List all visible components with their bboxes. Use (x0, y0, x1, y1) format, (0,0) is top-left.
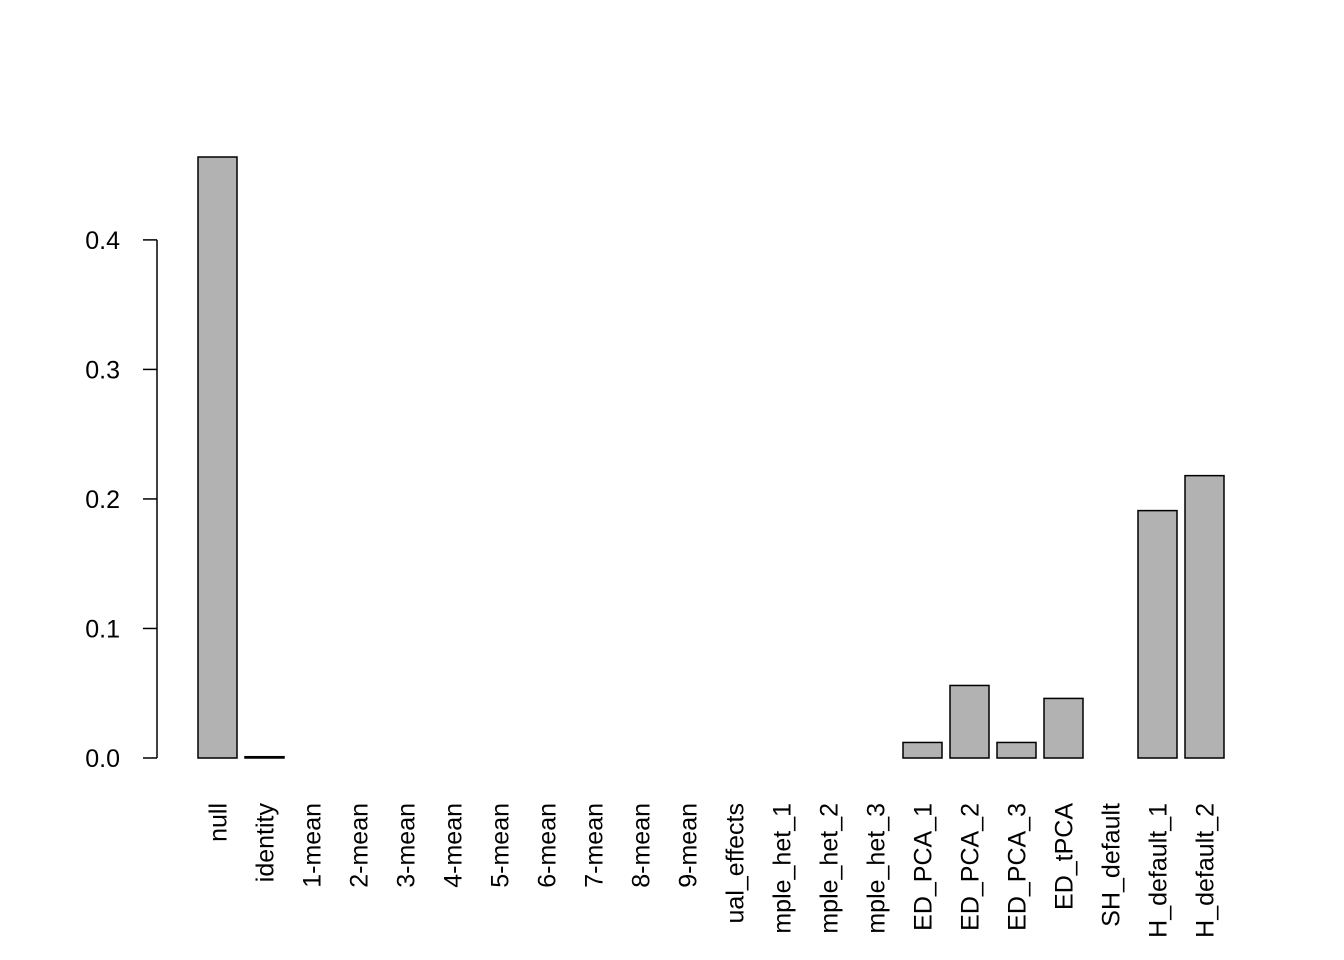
x-tick-label: 1-mean (299, 803, 327, 888)
x-tick-label: ED_PCA_2 (957, 803, 985, 931)
x-tick-label: ED_PCA_1 (910, 803, 938, 931)
y-tick-label: 0.1 (85, 615, 120, 643)
x-tick-label: 5-mean (487, 803, 515, 888)
x-tick-label: H_default_1 (1145, 803, 1173, 938)
x-tick-label: mple_het_1 (769, 803, 797, 934)
x-tick-label: 9-mean (675, 803, 703, 888)
bar (1184, 474, 1225, 759)
x-tick-label: null (205, 803, 233, 842)
x-tick-label: SH_default (1098, 803, 1126, 927)
x-tick-label: 8-mean (628, 803, 656, 888)
bar (197, 156, 238, 759)
x-tick-label: ual_effects (722, 803, 750, 923)
bar (949, 684, 990, 759)
x-tick-label: 4-mean (440, 803, 468, 888)
x-tick-label: 6-mean (534, 803, 562, 888)
x-tick-label: 3-mean (393, 803, 421, 888)
bar (1043, 697, 1084, 759)
x-tick-label: identity (252, 803, 280, 883)
x-tick-label: 7-mean (581, 803, 609, 888)
x-tick-label: 2-mean (346, 803, 374, 888)
y-tick-label: 0.3 (85, 356, 120, 384)
bar (902, 741, 943, 759)
x-tick-label: mple_het_3 (863, 803, 891, 934)
y-tick-label: 0.2 (85, 486, 120, 514)
bar (1137, 509, 1178, 759)
x-tick-label: mple_het_2 (816, 803, 844, 934)
bar (996, 741, 1037, 759)
x-tick-label: H_default_2 (1192, 803, 1220, 938)
y-tick-label: 0.4 (85, 227, 120, 255)
y-tick-label: 0.0 (85, 745, 120, 773)
x-tick-label: ED_PCA_3 (1004, 803, 1032, 931)
bar (244, 755, 285, 759)
x-tick-label: ED_tPCA (1051, 803, 1079, 910)
